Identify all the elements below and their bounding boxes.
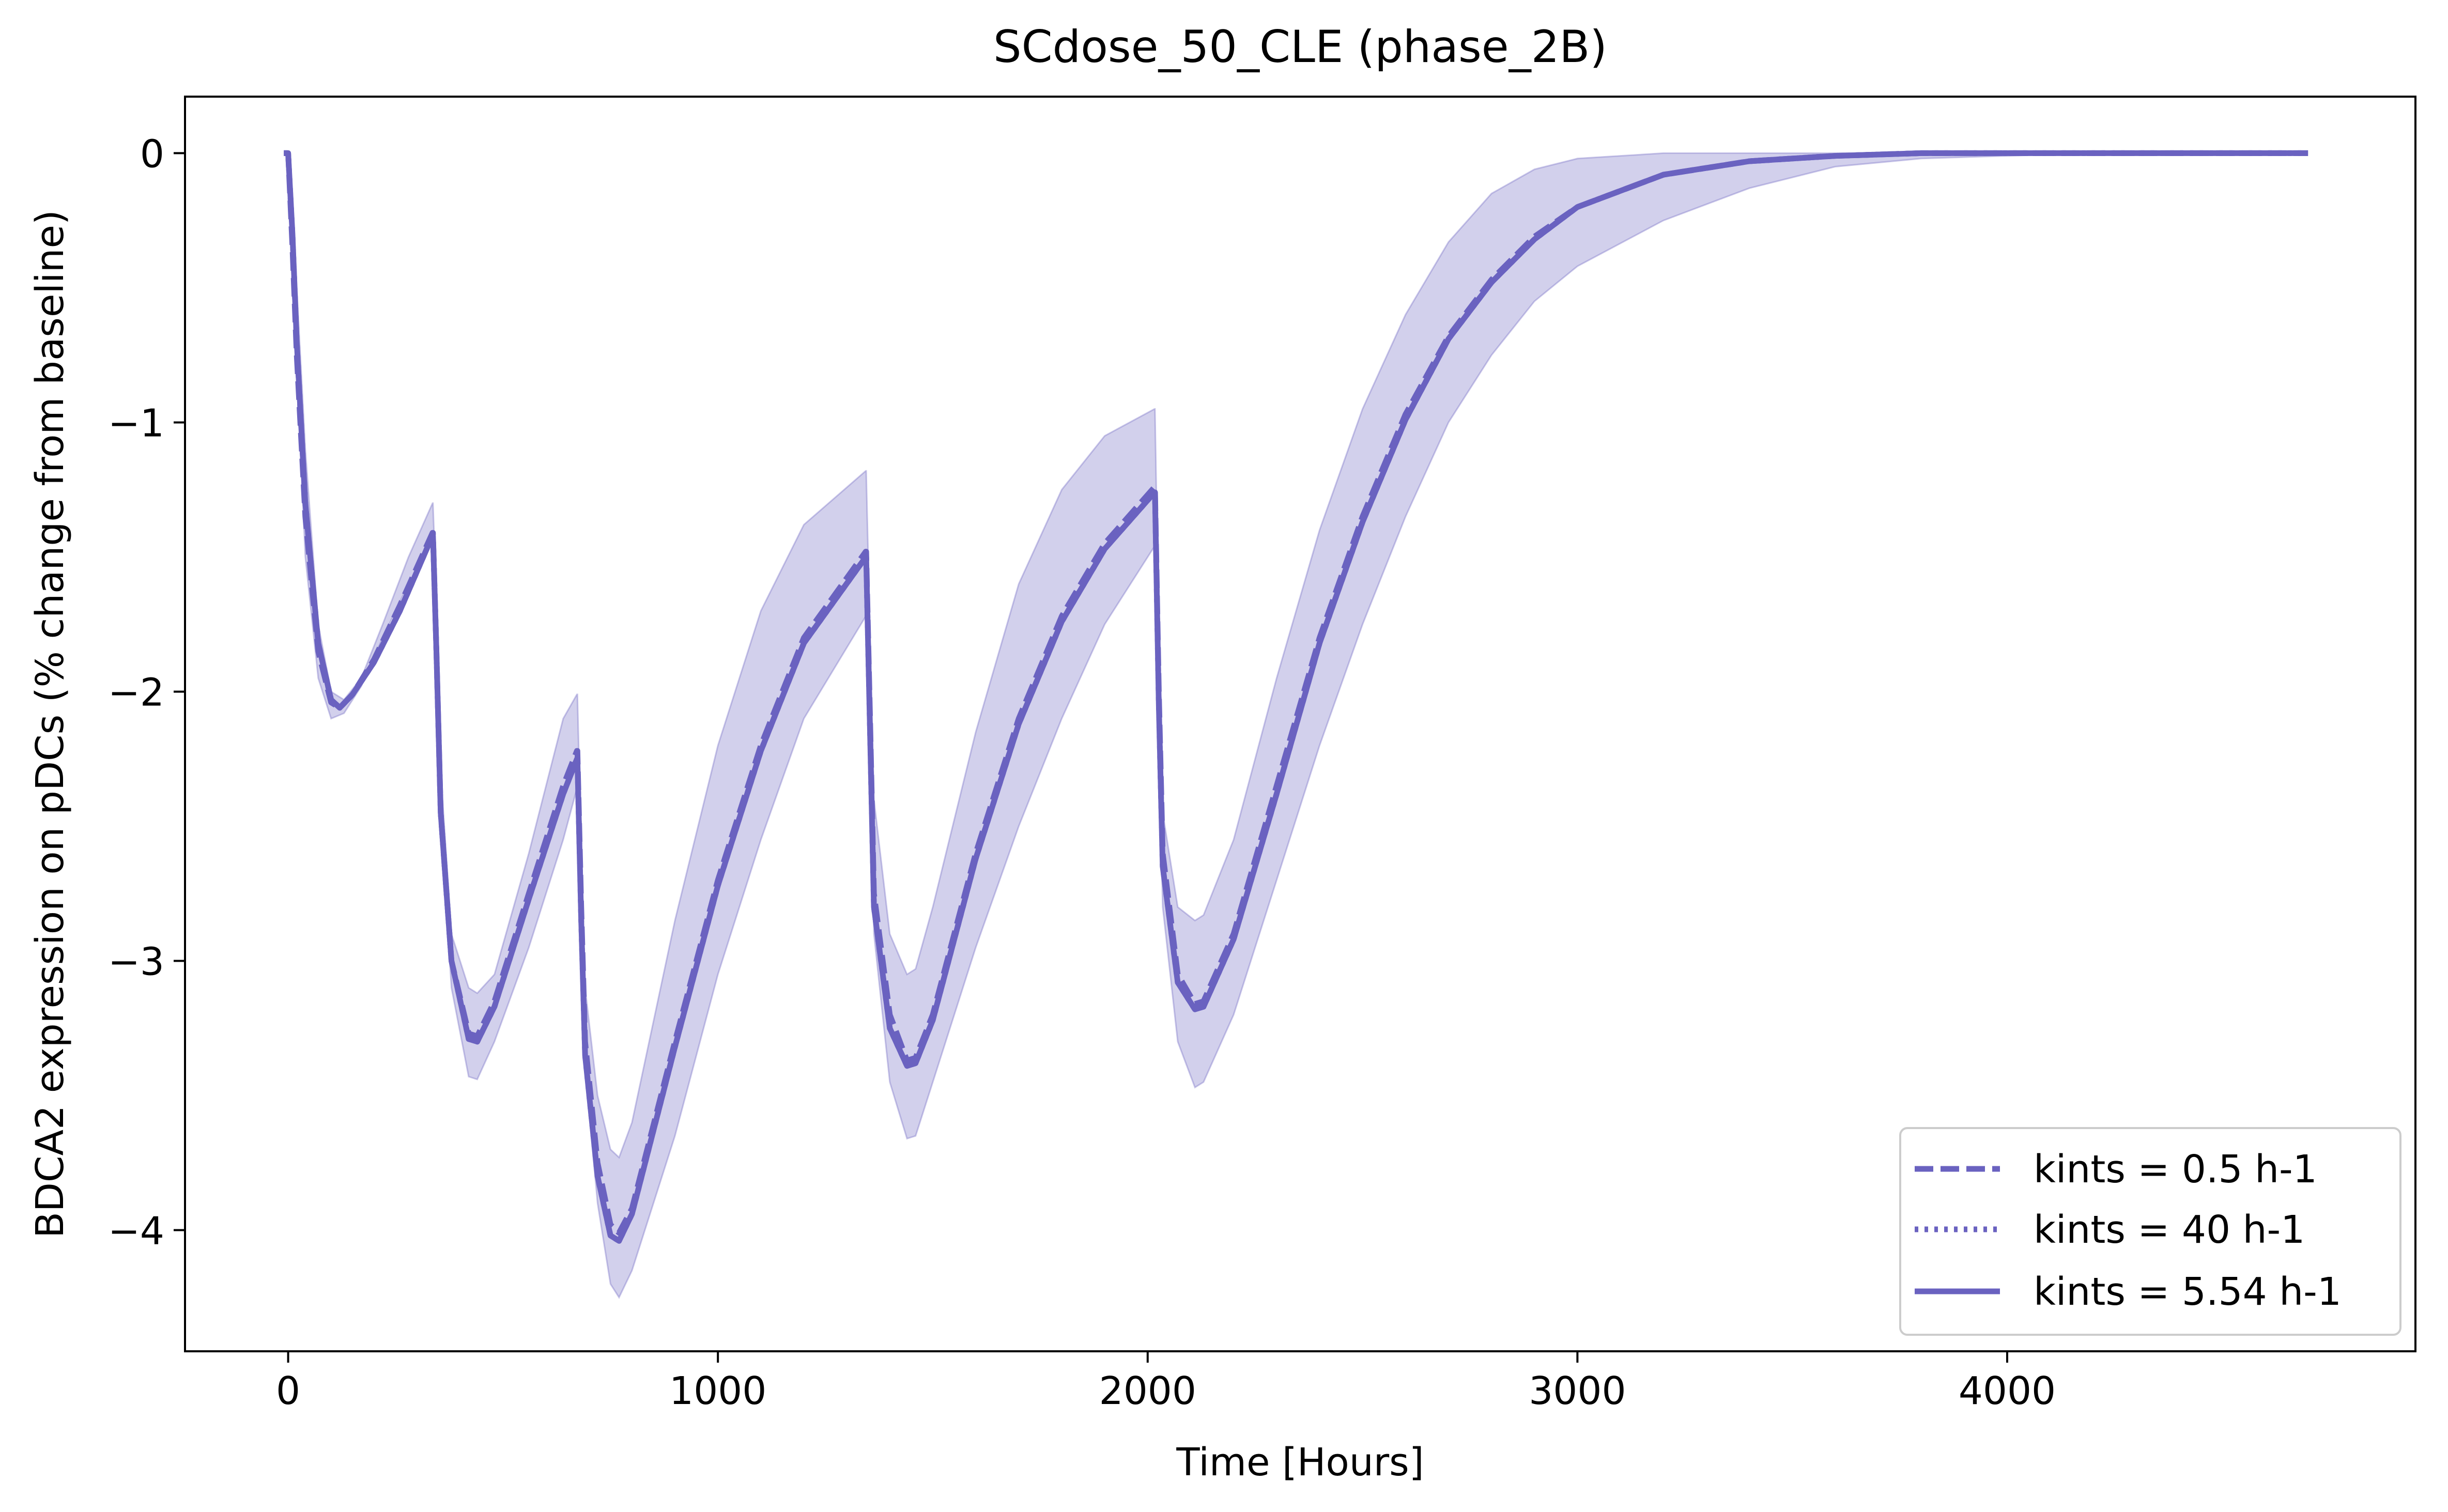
plot-area-frame bbox=[184, 96, 2416, 1352]
x-tick-label: 1000 bbox=[669, 1369, 766, 1413]
y-axis-ticks: 0 −1 −2 −3 −4 bbox=[108, 132, 185, 1254]
legend: kints = 0.5 h-1 kints = 40 h-1 kints = 5.5… bbox=[1899, 1127, 2401, 1336]
legend-label-3: kints = 5.54 h-1 bbox=[2034, 1270, 2342, 1314]
x-axis-label: Time [Hours] bbox=[1176, 1440, 1424, 1485]
series-lines-layer bbox=[284, 150, 2308, 1244]
x-tick-label: 4000 bbox=[1959, 1369, 2056, 1413]
y-tick-label: 0 bbox=[140, 132, 164, 176]
legend-label-2: kints = 40 h-1 bbox=[2034, 1208, 2305, 1252]
y-tick-label: −1 bbox=[108, 401, 164, 445]
y-tick-label: −2 bbox=[108, 670, 164, 715]
y-tick-label: −3 bbox=[108, 940, 164, 984]
x-axis-ticks: 0 1000 2000 3000 4000 bbox=[276, 1351, 2056, 1413]
chart-title: SCdose_50_CLE (phase_2B) bbox=[993, 21, 1607, 73]
legend-items: kints = 0.5 h-1 kints = 40 h-1 kints = 5.5… bbox=[1915, 1147, 2342, 1314]
legend-box bbox=[1899, 1127, 2401, 1336]
x-tick-label: 3000 bbox=[1529, 1369, 1626, 1413]
y-tick-label: −4 bbox=[108, 1209, 164, 1254]
x-tick-label: 2000 bbox=[1099, 1369, 1196, 1413]
legend-label-1: kints = 0.5 h-1 bbox=[2034, 1147, 2317, 1192]
x-tick-label: 0 bbox=[276, 1369, 300, 1413]
series-line-3 bbox=[284, 150, 2308, 1244]
y-axis-label: BDCA2 expression on pDCs (% change from … bbox=[28, 210, 72, 1238]
